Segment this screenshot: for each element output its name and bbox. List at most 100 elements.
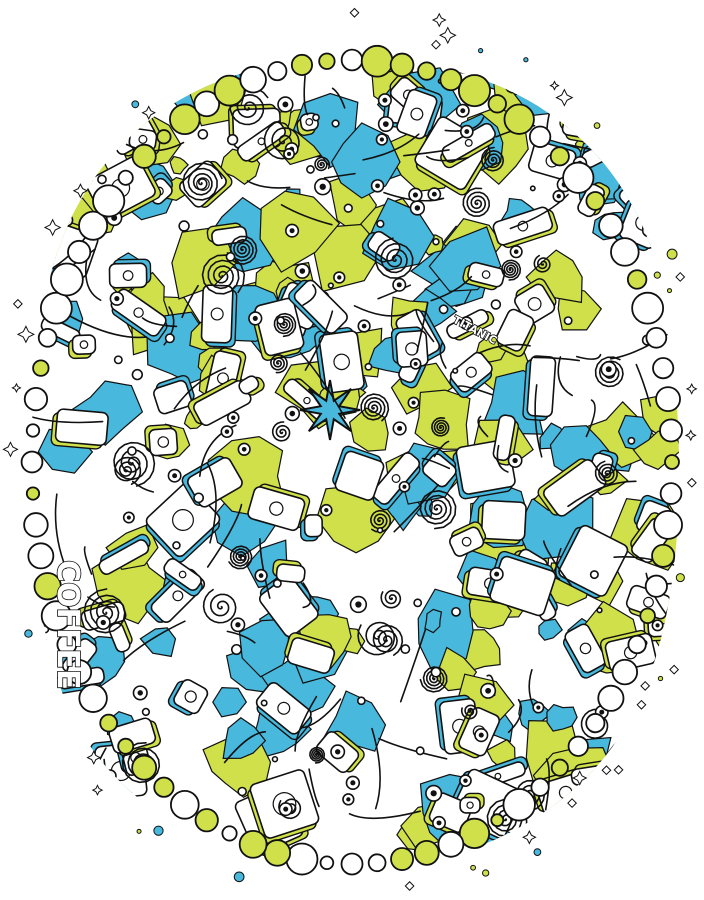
ribbon-icon	[478, 343, 531, 354]
edge-bump	[457, 74, 491, 108]
doodle-block	[67, 334, 97, 360]
eye-icon	[240, 555, 246, 561]
eye-icon	[327, 282, 335, 289]
ribbon-icon	[302, 582, 312, 609]
edge-bump	[153, 776, 175, 798]
bubble-icon	[306, 165, 315, 174]
edge-bump	[597, 684, 625, 712]
edge-bump	[194, 808, 219, 833]
sparkle-icon	[11, 382, 22, 394]
scattered-bits-layer	[2, 7, 698, 891]
block-face	[422, 453, 457, 488]
color-patch	[424, 608, 443, 634]
ribbon-icon	[299, 352, 346, 419]
pupil	[556, 194, 561, 199]
diamond-icon	[567, 798, 578, 809]
doodle-block	[459, 792, 485, 814]
coffee-label: COFFEE	[50, 560, 85, 690]
edge-bump	[585, 713, 606, 734]
pupil	[361, 323, 367, 329]
ribbon-icon	[173, 367, 227, 410]
pupil	[299, 268, 306, 274]
edge-bump	[263, 839, 292, 867]
block-face	[54, 408, 109, 447]
edge-bump	[439, 68, 463, 92]
doodle-block	[537, 458, 607, 517]
ribbon-icon	[554, 547, 562, 580]
ribbon-icon	[141, 317, 178, 328]
doodle-block	[462, 261, 506, 291]
color-patch	[212, 686, 248, 718]
edge-bump	[92, 184, 126, 218]
sparkle-icon	[16, 325, 35, 344]
edge-bump	[503, 103, 535, 135]
edge-bump	[193, 90, 221, 118]
block-face	[526, 355, 557, 418]
pupil	[114, 295, 120, 302]
pupil	[382, 97, 388, 103]
edge-bump	[659, 482, 683, 505]
dot-icon	[533, 848, 542, 856]
edge-bump	[659, 418, 683, 443]
pupil	[411, 400, 416, 405]
ribbon-icon	[206, 463, 217, 544]
edge-bump	[169, 103, 201, 135]
edge-bump	[25, 486, 41, 501]
ribbon-icon	[533, 356, 580, 362]
block-face	[492, 414, 516, 462]
bubble-icon	[376, 219, 385, 228]
spiral-icon	[202, 588, 237, 624]
pupil	[460, 108, 466, 114]
block-face	[334, 450, 385, 501]
pupil	[346, 797, 351, 802]
block-face	[558, 524, 629, 597]
ribbon-icon	[585, 399, 596, 438]
block-face	[293, 279, 348, 334]
pupil	[282, 101, 289, 108]
ribbon-icon	[299, 698, 342, 729]
ribbon-icon	[439, 342, 447, 369]
spiral-icon	[357, 621, 395, 656]
edge-bump	[239, 65, 267, 94]
collage-edge-layer	[20, 44, 683, 876]
sparkle-icon	[685, 382, 698, 395]
eye-icon	[312, 113, 320, 122]
bubble-icon	[331, 119, 340, 128]
dot-icon	[653, 271, 661, 279]
edge-bump	[318, 52, 336, 70]
edge-bump	[487, 94, 507, 114]
bubble-icon	[376, 526, 384, 534]
dot-icon	[24, 629, 33, 638]
edge-bump	[117, 737, 135, 755]
pupil	[513, 249, 519, 255]
spiral-icon	[480, 146, 505, 172]
block-hole	[138, 134, 148, 144]
bubble-icon	[164, 333, 175, 344]
diamond-icon	[431, 39, 441, 50]
edge-bump	[40, 600, 72, 632]
eye-icon	[627, 436, 636, 445]
doodle-block	[495, 308, 537, 357]
spiral-icon	[182, 162, 223, 201]
dot-icon	[593, 122, 601, 129]
doodle-block	[255, 682, 313, 741]
edge-bump	[644, 574, 668, 598]
edge-bump	[627, 634, 647, 655]
edge-bump	[99, 713, 119, 733]
ribbon-icon	[83, 546, 93, 575]
block-hole	[172, 590, 184, 602]
ribbon-icon	[542, 540, 573, 587]
bubble-icon	[451, 606, 461, 617]
ribbon-icon	[421, 457, 451, 470]
spiral-icon	[114, 456, 142, 485]
spiral-icon	[533, 254, 551, 273]
bubble-icon	[452, 367, 459, 374]
ribbon-icon	[87, 596, 116, 608]
spiral-icon	[462, 187, 490, 217]
ribbon-icon	[181, 284, 199, 319]
block-hole	[277, 701, 291, 715]
diamond-icon	[613, 764, 624, 775]
dot-icon	[657, 675, 664, 682]
bubble-icon	[272, 578, 282, 588]
ribbon-icon	[403, 149, 450, 157]
